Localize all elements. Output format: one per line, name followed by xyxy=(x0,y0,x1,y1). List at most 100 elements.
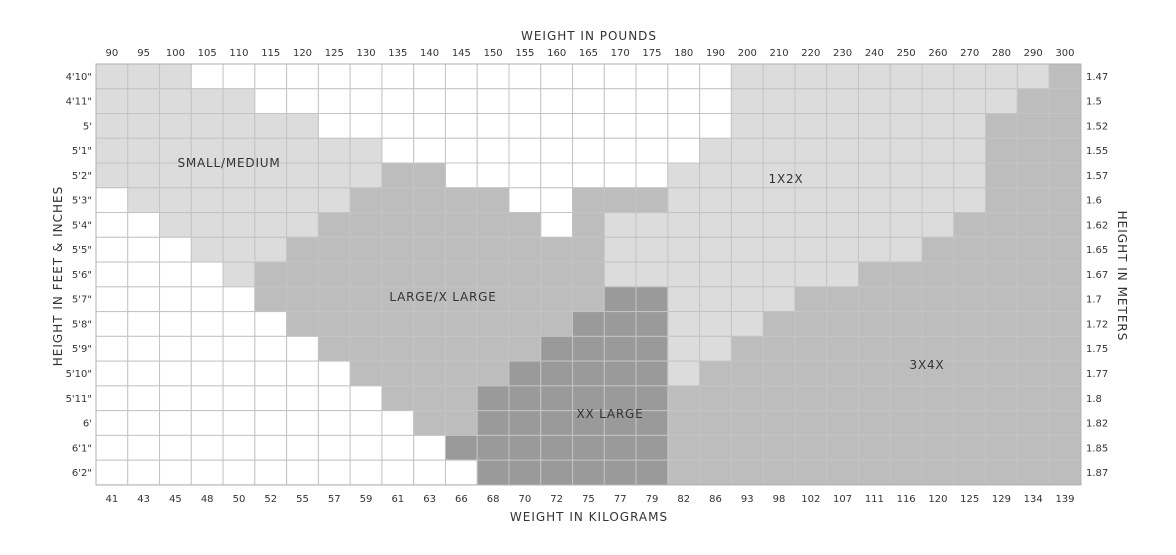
grid-cell xyxy=(127,137,161,164)
grid-cell xyxy=(508,137,542,164)
grid-cell xyxy=(889,187,923,214)
grid-cell xyxy=(794,286,828,313)
grid-cell xyxy=(1048,212,1082,238)
grid-cell xyxy=(1016,113,1050,139)
kilogram-tick-label: 70 xyxy=(519,494,532,505)
grid-cell xyxy=(444,335,478,362)
grid-cell xyxy=(508,385,542,412)
grid-cell xyxy=(444,113,478,139)
grid-cell xyxy=(667,187,701,214)
kilogram-tick-label: 98 xyxy=(773,494,786,505)
grid-cell xyxy=(762,459,796,486)
grid-cell xyxy=(413,459,446,486)
grid-cell xyxy=(730,360,764,387)
grid-cell xyxy=(127,434,161,461)
grid-cell xyxy=(667,63,701,90)
grid-cell xyxy=(540,137,574,164)
grid-cell xyxy=(286,286,319,313)
grid-cell xyxy=(953,236,987,263)
grid-cell xyxy=(317,137,351,164)
height-meters-tick-label: 1.67 xyxy=(1086,270,1108,281)
grid-cell xyxy=(699,459,732,486)
grid-cell xyxy=(985,311,1018,337)
grid-cell xyxy=(921,459,955,486)
grid-cell xyxy=(762,410,796,436)
grid-cell xyxy=(190,63,224,90)
height-feet-tick-label: 5'7" xyxy=(72,295,92,306)
grid-cell xyxy=(1048,137,1082,164)
grid-cell xyxy=(572,113,605,139)
grid-cell xyxy=(667,311,701,337)
grid-cell xyxy=(921,162,955,189)
height-feet-tick-label: 5'1" xyxy=(72,146,92,157)
grid-cell xyxy=(762,311,796,337)
grid-cell xyxy=(381,113,415,139)
grid-cell xyxy=(889,385,923,412)
grid-cell xyxy=(762,335,796,362)
grid-cell xyxy=(508,236,542,263)
grid-cell xyxy=(508,88,542,115)
grid-cell xyxy=(572,385,605,412)
kilogram-tick-label: 55 xyxy=(296,494,309,505)
grid-cell xyxy=(953,137,987,164)
grid-cell xyxy=(572,261,605,288)
pound-tick-label: 170 xyxy=(611,48,630,59)
grid-cell xyxy=(444,385,478,412)
region-label: XX LARGE xyxy=(576,407,643,421)
grid-cell xyxy=(762,385,796,412)
grid-cell xyxy=(794,459,828,486)
grid-cell xyxy=(985,410,1018,436)
height-feet-tick-label: 4'10" xyxy=(66,72,92,83)
grid-cell xyxy=(953,113,987,139)
height-feet-tick-label: 4'11" xyxy=(66,97,92,108)
grid-cell xyxy=(159,212,192,238)
grid-cell xyxy=(921,434,955,461)
grid-cell xyxy=(349,459,383,486)
grid-cell xyxy=(381,137,415,164)
grid-cell xyxy=(222,311,256,337)
pound-tick-label: 120 xyxy=(293,48,312,59)
grid-cell xyxy=(127,88,161,115)
grid-cell xyxy=(572,311,605,337)
grid-cell xyxy=(762,286,796,313)
pound-tick-label: 240 xyxy=(865,48,884,59)
grid-cell xyxy=(286,88,319,115)
grid-cell xyxy=(921,385,955,412)
grid-cell xyxy=(762,63,796,90)
grid-cell xyxy=(286,311,319,337)
height-meters-tick-label: 1.77 xyxy=(1086,369,1108,380)
grid-cell xyxy=(349,261,383,288)
grid-cell xyxy=(730,410,764,436)
grid-cell xyxy=(889,286,923,313)
grid-cell xyxy=(95,311,129,337)
grid-cell xyxy=(953,360,987,387)
grid-cell xyxy=(95,212,129,238)
grid-cell xyxy=(857,137,891,164)
grid-cell xyxy=(540,286,574,313)
grid-cell xyxy=(317,286,351,313)
grid-cell xyxy=(444,360,478,387)
grid-cell xyxy=(889,236,923,263)
kilogram-tick-label: 102 xyxy=(801,494,820,505)
grid-cell xyxy=(826,385,859,412)
grid-cell xyxy=(540,385,574,412)
grid-cell xyxy=(413,434,446,461)
grid-cell xyxy=(222,360,256,387)
grid-cell xyxy=(317,88,351,115)
kilogram-tick-label: 125 xyxy=(960,494,979,505)
kilogram-tick-label: 134 xyxy=(1024,494,1043,505)
grid-cell xyxy=(699,63,732,90)
pound-tick-label: 155 xyxy=(515,48,534,59)
grid-cell xyxy=(889,212,923,238)
grid-cell xyxy=(413,113,446,139)
height-meters-tick-label: 1.72 xyxy=(1086,319,1108,330)
grid-cell xyxy=(190,212,224,238)
kilogram-tick-label: 50 xyxy=(233,494,246,505)
grid-cell xyxy=(127,286,161,313)
grid-cell xyxy=(190,88,224,115)
grid-cell xyxy=(254,311,288,337)
grid-cell xyxy=(476,311,510,337)
grid-cell xyxy=(667,410,701,436)
grid-cell xyxy=(921,187,955,214)
grid-cell xyxy=(635,360,669,387)
